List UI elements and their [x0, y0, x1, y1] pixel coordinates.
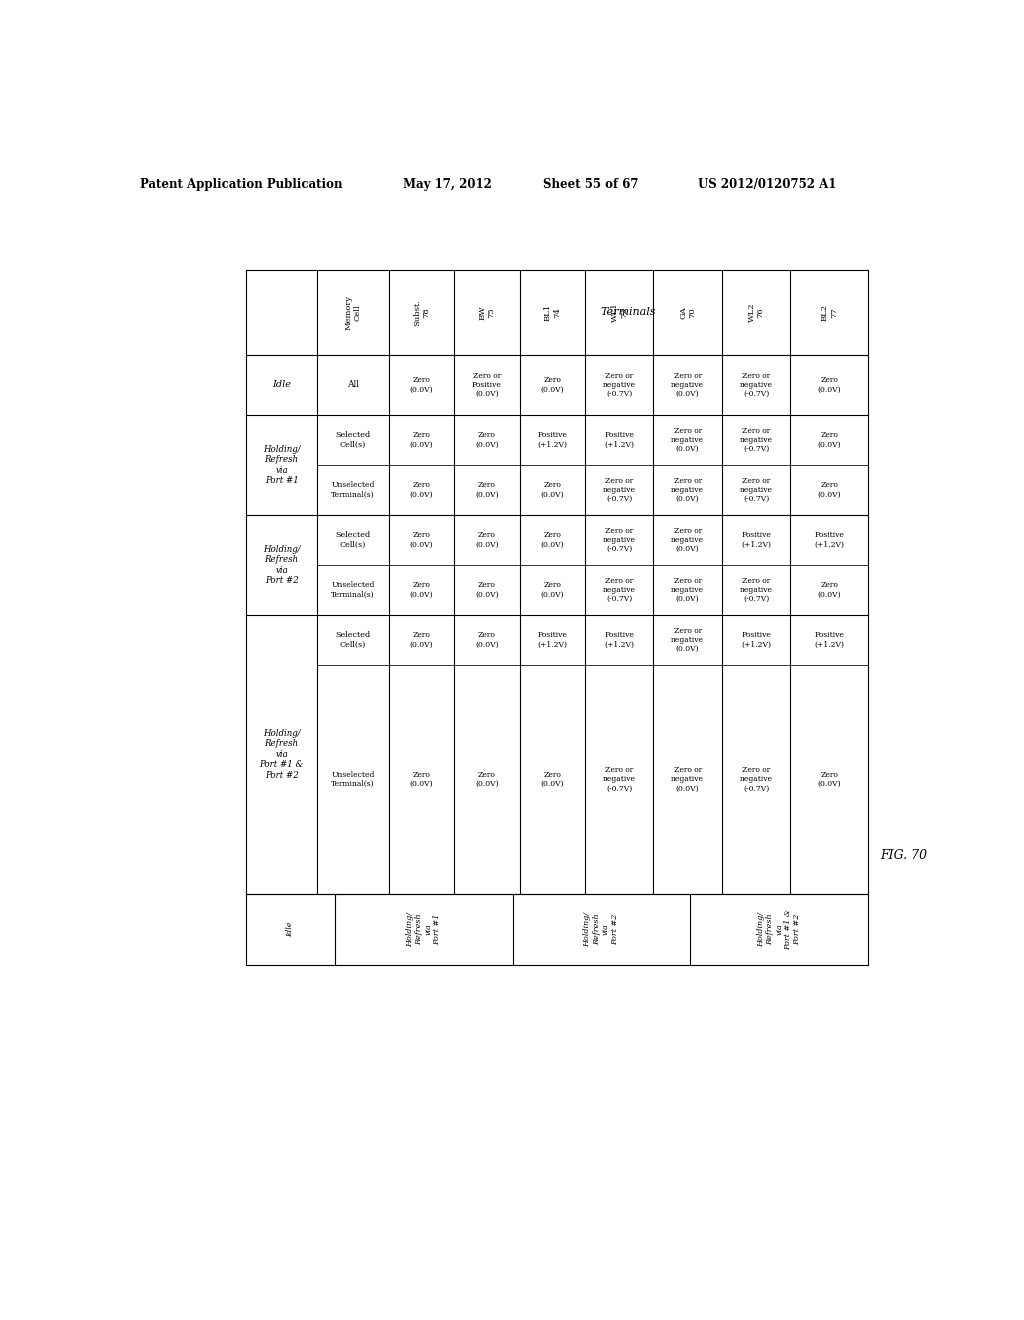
- Text: Holding/
Refresh
via
Port #1 &
Port #2: Holding/ Refresh via Port #1 & Port #2: [757, 908, 802, 949]
- Text: Zero or
negative
(-0.7V): Zero or negative (-0.7V): [739, 477, 772, 503]
- Text: BL2
77: BL2 77: [820, 304, 838, 321]
- Text: Zero
(0.0V): Zero (0.0V): [410, 532, 433, 549]
- Text: Zero or
negative
(-0.7V): Zero or negative (-0.7V): [603, 527, 636, 553]
- Text: Zero
(0.0V): Zero (0.0V): [817, 432, 841, 449]
- Text: Unselected
Terminal(s): Unselected Terminal(s): [332, 771, 375, 788]
- Text: Positive
(+1.2V): Positive (+1.2V): [604, 631, 634, 648]
- Text: Zero
(0.0V): Zero (0.0V): [541, 482, 564, 499]
- Text: Idle: Idle: [287, 921, 294, 937]
- Text: Holding/
Refresh
via
Port #1: Holding/ Refresh via Port #1: [263, 445, 300, 484]
- Text: Zero or
negative
(-0.7V): Zero or negative (-0.7V): [739, 426, 772, 453]
- Text: Selected
Cell(s): Selected Cell(s): [336, 631, 371, 648]
- Text: Zero or
negative
(0.0V): Zero or negative (0.0V): [671, 577, 705, 603]
- Text: Positive
(+1.2V): Positive (+1.2V): [538, 432, 567, 449]
- Text: Zero
(0.0V): Zero (0.0V): [410, 376, 433, 393]
- Text: Selected
Cell(s): Selected Cell(s): [336, 532, 371, 549]
- Text: Unselected
Terminal(s): Unselected Terminal(s): [332, 581, 375, 598]
- Text: Unselected
Terminal(s): Unselected Terminal(s): [332, 482, 375, 499]
- Text: Holding/
Refresh
via
Port #1 &
Port #2: Holding/ Refresh via Port #1 & Port #2: [259, 729, 304, 780]
- Text: Zero or
negative
(0.0V): Zero or negative (0.0V): [671, 426, 705, 453]
- Text: Positive
(+1.2V): Positive (+1.2V): [604, 432, 634, 449]
- Text: Positive
(+1.2V): Positive (+1.2V): [814, 631, 844, 648]
- Text: Sheet 55 of 67: Sheet 55 of 67: [543, 178, 638, 190]
- Text: May 17, 2012: May 17, 2012: [403, 178, 492, 190]
- Text: WL1
72: WL1 72: [610, 302, 628, 322]
- Text: Holding/
Refresh
via
Port #2: Holding/ Refresh via Port #2: [584, 912, 620, 946]
- Text: Zero
(0.0V): Zero (0.0V): [475, 631, 499, 648]
- Text: Holding/
Refresh
via
Port #1: Holding/ Refresh via Port #1: [406, 912, 441, 946]
- Text: Zero
(0.0V): Zero (0.0V): [817, 376, 841, 393]
- Text: Patent Application Publication: Patent Application Publication: [139, 178, 342, 190]
- Text: Selected
Cell(s): Selected Cell(s): [336, 432, 371, 449]
- Text: Zero
(0.0V): Zero (0.0V): [475, 482, 499, 499]
- Text: Zero
(0.0V): Zero (0.0V): [541, 581, 564, 598]
- Text: Zero
(0.0V): Zero (0.0V): [541, 376, 564, 393]
- Text: Zero
(0.0V): Zero (0.0V): [475, 581, 499, 598]
- Text: Zero
(0.0V): Zero (0.0V): [410, 581, 433, 598]
- Text: Zero or
negative
(0.0V): Zero or negative (0.0V): [671, 627, 705, 653]
- Text: Zero or
negative
(0.0V): Zero or negative (0.0V): [671, 372, 705, 399]
- Text: Zero or
negative
(-0.7V): Zero or negative (-0.7V): [739, 766, 772, 792]
- Text: Zero
(0.0V): Zero (0.0V): [817, 771, 841, 788]
- Text: BW
75: BW 75: [478, 305, 496, 319]
- Text: Zero
(0.0V): Zero (0.0V): [541, 771, 564, 788]
- Text: Zero or
Positive
(0.0V): Zero or Positive (0.0V): [472, 372, 502, 399]
- Text: US 2012/0120752 A1: US 2012/0120752 A1: [697, 178, 836, 190]
- Text: Zero or
negative
(-0.7V): Zero or negative (-0.7V): [603, 577, 636, 603]
- Text: Subst.
78: Subst. 78: [413, 298, 430, 326]
- Text: Zero or
negative
(-0.7V): Zero or negative (-0.7V): [739, 577, 772, 603]
- Text: Positive
(+1.2V): Positive (+1.2V): [741, 532, 771, 549]
- Text: BL1
74: BL1 74: [544, 304, 561, 321]
- Text: Positive
(+1.2V): Positive (+1.2V): [741, 631, 771, 648]
- Text: Zero
(0.0V): Zero (0.0V): [410, 771, 433, 788]
- Text: Zero or
negative
(-0.7V): Zero or negative (-0.7V): [603, 372, 636, 399]
- Text: Zero
(0.0V): Zero (0.0V): [817, 482, 841, 499]
- Text: Zero or
negative
(0.0V): Zero or negative (0.0V): [671, 477, 705, 503]
- Text: Terminals: Terminals: [601, 308, 656, 317]
- Text: Zero
(0.0V): Zero (0.0V): [541, 532, 564, 549]
- Text: Zero or
negative
(0.0V): Zero or negative (0.0V): [671, 766, 705, 792]
- Text: Zero
(0.0V): Zero (0.0V): [475, 532, 499, 549]
- Text: GA
70: GA 70: [679, 306, 696, 318]
- Text: Holding/
Refresh
via
Port #2: Holding/ Refresh via Port #2: [263, 545, 300, 585]
- Text: Zero
(0.0V): Zero (0.0V): [475, 432, 499, 449]
- Text: Zero or
negative
(-0.7V): Zero or negative (-0.7V): [603, 766, 636, 792]
- Text: Zero
(0.0V): Zero (0.0V): [817, 581, 841, 598]
- Text: Zero or
negative
(-0.7V): Zero or negative (-0.7V): [603, 477, 636, 503]
- Text: Zero
(0.0V): Zero (0.0V): [410, 432, 433, 449]
- Text: Zero
(0.0V): Zero (0.0V): [475, 771, 499, 788]
- Text: Positive
(+1.2V): Positive (+1.2V): [814, 532, 844, 549]
- Text: Idle: Idle: [272, 380, 291, 389]
- Text: Zero or
negative
(0.0V): Zero or negative (0.0V): [671, 527, 705, 553]
- Text: FIG. 70: FIG. 70: [880, 849, 927, 862]
- Text: Memory
Cell: Memory Cell: [344, 294, 361, 330]
- Text: Positive
(+1.2V): Positive (+1.2V): [538, 631, 567, 648]
- Text: All: All: [347, 380, 359, 389]
- Text: Zero
(0.0V): Zero (0.0V): [410, 631, 433, 648]
- Text: WL2
76: WL2 76: [748, 302, 765, 322]
- Text: Zero
(0.0V): Zero (0.0V): [410, 482, 433, 499]
- Text: Zero or
negative
(-0.7V): Zero or negative (-0.7V): [739, 372, 772, 399]
